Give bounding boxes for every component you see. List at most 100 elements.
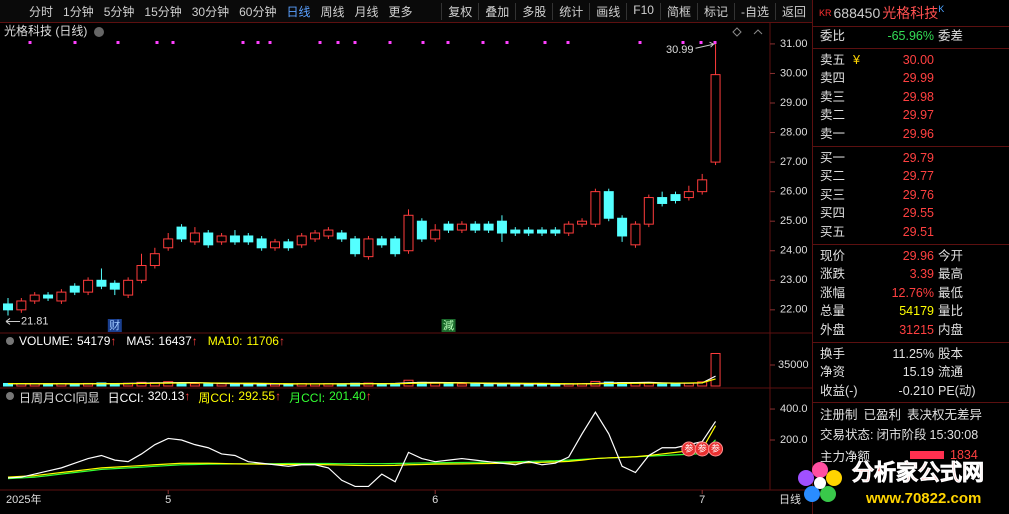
row-label: 委比 [820,29,846,43]
flow-bar [910,451,945,460]
action-button[interactable]: 简框 [659,2,697,20]
candle-body [376,238,387,246]
row-label2: PE(动) [938,383,976,398]
signal-dot [73,41,77,44]
petal-center [814,477,826,489]
action-button[interactable]: 返回 [774,2,812,20]
event-badge [107,319,122,332]
candle-body [270,241,280,249]
chart-title: 光格科技 (日线) [4,23,87,38]
candle-body [456,223,467,231]
signal-dot [681,41,685,44]
row-label: 卖一 [820,126,846,141]
candle-body [443,223,454,231]
candle-body [496,220,507,234]
quote-row: 卖一 29.96 [813,125,1009,144]
period-tab[interactable]: 30分钟 [191,4,230,19]
volume-bar [483,383,494,387]
quote-row: 买三 29.76 [813,186,1009,205]
quote-row: 委比 -65.96% 委差 [813,27,1009,46]
legend-name: MA10: [207,334,243,348]
tag: 表决权无差异 [907,408,983,423]
flow-label: 主力净额 [820,449,871,464]
y-tick-label: 26.00 [780,186,808,198]
cci-marker-label: 参 [684,442,693,453]
signal-dot [699,41,703,44]
legend-value: 292.55 [238,389,276,403]
candle-body [323,229,334,237]
row-value: 29.51 [902,224,934,239]
action-button[interactable]: -自选 [733,2,775,20]
action-button[interactable]: 标记 [696,2,734,20]
candle-body [283,241,294,249]
event-label: 減 [443,318,454,332]
title-dropdown[interactable] [94,27,104,37]
period-tab[interactable]: 15分钟 [144,4,182,19]
y-tick-label: 30.00 [780,67,808,79]
cci-legend: 日周月CCI同显 日CCI: 320.13 ↑ 周CCI: 292.55 ↑ 月CCI: 201… [19,389,372,406]
row-label2: 最低 [938,285,964,300]
period-tab[interactable]: 5分钟 [103,4,135,19]
legend-name: 周CCI: [198,391,235,405]
status-value: 闭市阶段 [876,428,927,443]
period-tab[interactable]: 分时 [29,4,54,19]
candle-body [550,229,561,234]
cci-icon[interactable] [6,392,14,400]
quote-row: 卖二 29.97 [813,106,1009,125]
period-tab[interactable]: 1分钟 [63,4,94,19]
row-label: 涨幅 [820,285,846,300]
candle-body [617,217,628,237]
candle-body [403,214,414,252]
candle-body [630,223,641,246]
candle-body [310,232,321,240]
signal-dot [241,41,245,44]
tag: 已盈利 [863,408,902,423]
row-value: 11.25% [892,346,934,361]
period-tab[interactable]: 日线 [286,4,311,19]
legend-value: 201.40 [329,389,366,403]
vol-icon[interactable] [6,337,14,345]
period-tabs: 分时 1分钟 5分钟 15分钟 30分钟 60分钟 日线 周线 月线 更多 [24,3,418,20]
candle-body [390,238,401,255]
watermark-url: www.70822.com [865,490,981,507]
action-button[interactable]: 多股 [515,2,552,20]
period-tab[interactable]: 月线 [354,4,379,19]
watermark: 分析家公式网 www.70822.com [798,459,984,507]
period-tab[interactable]: 更多 [388,4,413,19]
row-label2: 委差 [938,29,964,43]
quote-row: 买五 29.51 [813,223,1009,242]
diamond-icon[interactable] [732,27,742,37]
action-button[interactable]: 画线 [589,2,626,20]
flow-value: 1834 [950,448,978,463]
volume-bar [163,381,174,387]
action-button[interactable]: 统计 [552,2,589,20]
candle-body [163,238,174,249]
period-tab[interactable]: 60分钟 [239,4,277,19]
signal-dot [638,41,642,44]
legend-value: 11706 [246,334,279,348]
action-button[interactable]: F10 [626,2,660,20]
candle-body [363,238,374,258]
signal-dot [353,41,357,44]
quote-header: KR 688450 光格科技 K [813,0,1009,27]
action-button[interactable]: 复权 [441,2,478,20]
action-button[interactable]: 叠加 [478,2,515,20]
quote-panel: KR 688450 光格科技 K 委比 -65.96% 委差 卖五 30.00 ¥ 卖四 29.99 卖… [812,0,1009,514]
collapse-icon[interactable] [753,29,763,35]
volume-bar [136,381,147,387]
y-tick-label: 25.00 [780,215,808,227]
row-label2: 流通 [938,365,964,380]
y-tick-label: 27.00 [780,156,808,168]
row-label: 卖二 [820,108,846,123]
separator [813,243,1009,245]
period-tab[interactable]: 周线 [320,4,345,19]
candle-body [523,229,534,234]
signal-dot [28,41,32,44]
candle-body [657,197,668,204]
row-label: 现价 [820,248,846,263]
candle-body [83,279,94,293]
toolbar: 分时 1分钟 5分钟 15分钟 30分钟 60分钟 日线 周线 月线 更多 复权 叠加 多股 统计 画线 F1… [0,0,812,23]
quote-row: 买四 29.55 [813,204,1009,223]
quote-row: 买二 29.77 [813,167,1009,186]
signal-dot [481,41,485,44]
